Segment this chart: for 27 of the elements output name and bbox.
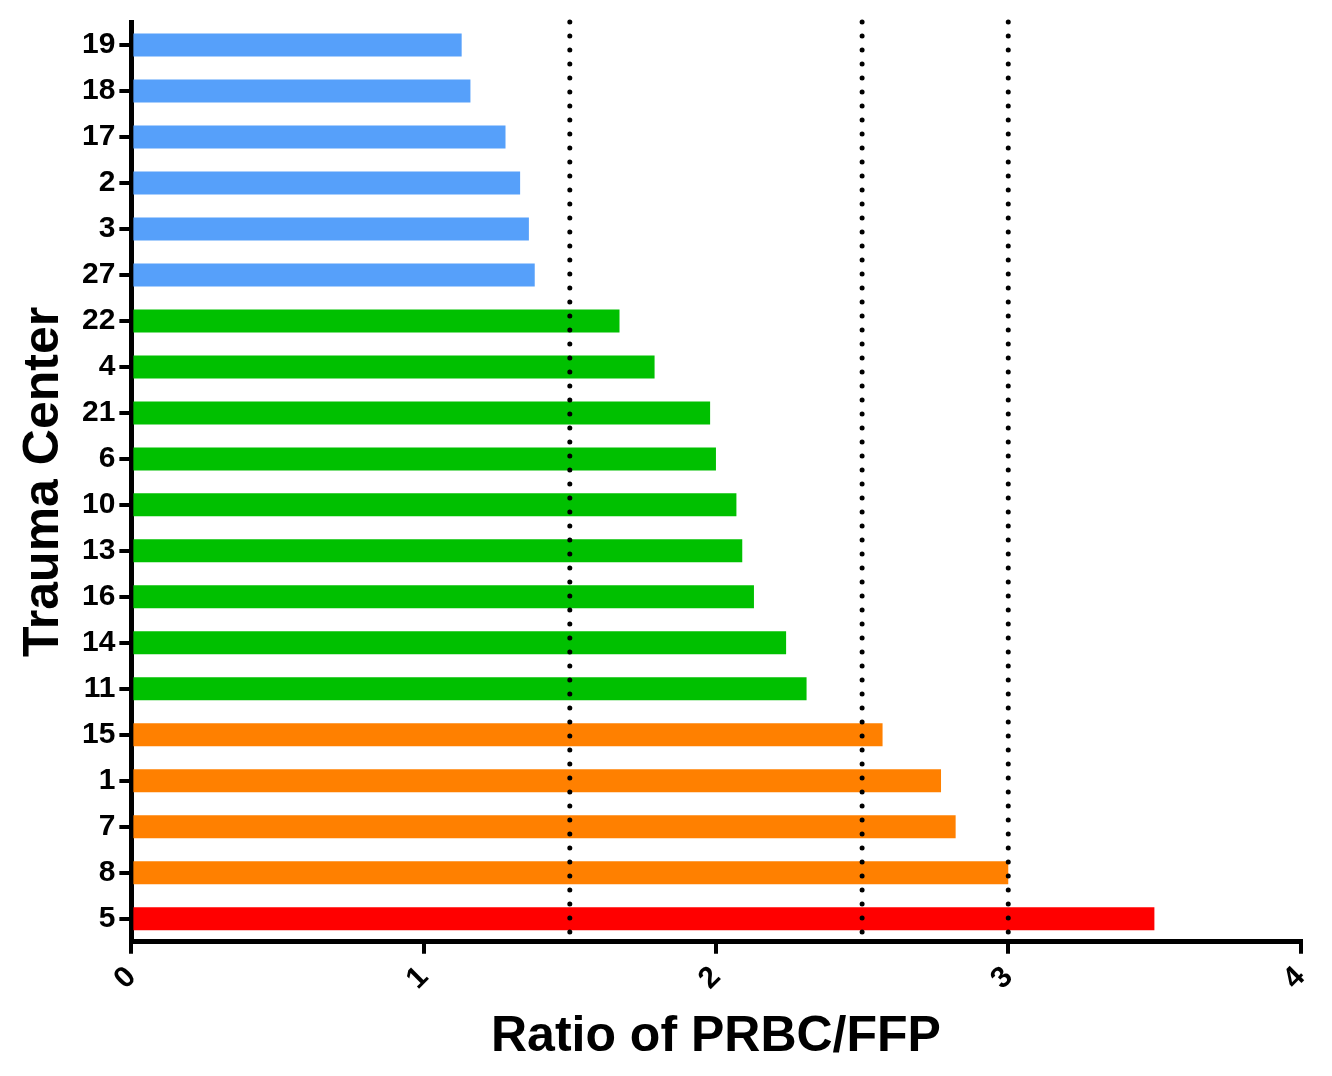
y-tick-label: 10 — [81, 486, 116, 520]
y-tick-label: 6 — [98, 440, 116, 474]
y-tick-label: 4 — [98, 348, 116, 382]
x-tick-label: 0 — [106, 959, 142, 995]
y-axis-title: Trauma Center — [12, 306, 69, 657]
y-tick-label: 7 — [98, 808, 116, 842]
x-tick-label: 1 — [398, 959, 434, 995]
y-tick-label: 19 — [81, 26, 116, 60]
y-tick-label: 18 — [81, 72, 116, 106]
y-tick-label: 13 — [81, 532, 116, 566]
x-axis-title: Ratio of PRBC/FFP — [490, 1005, 941, 1062]
y-tick-label: 2 — [98, 164, 116, 198]
y-tick-label: 1 — [98, 762, 116, 796]
y-tick-label: 16 — [81, 578, 116, 612]
y-tick-label: 11 — [83, 670, 116, 704]
y-tick-label: 21 — [81, 394, 116, 428]
x-tick-label: 2 — [690, 959, 727, 995]
y-tick-label: 15 — [81, 716, 116, 750]
x-tick-label: 3 — [983, 959, 1019, 995]
y-tick-label: 22 — [81, 302, 116, 336]
y-tick-label: 14 — [81, 624, 116, 658]
y-tick-label: 5 — [98, 900, 116, 934]
y-tick-label: 27 — [81, 256, 116, 290]
x-tick-label: 4 — [1275, 959, 1311, 995]
y-tick-label: 3 — [98, 210, 116, 244]
y-tick-label: 8 — [98, 854, 116, 888]
y-tick-label: 17 — [81, 118, 116, 152]
